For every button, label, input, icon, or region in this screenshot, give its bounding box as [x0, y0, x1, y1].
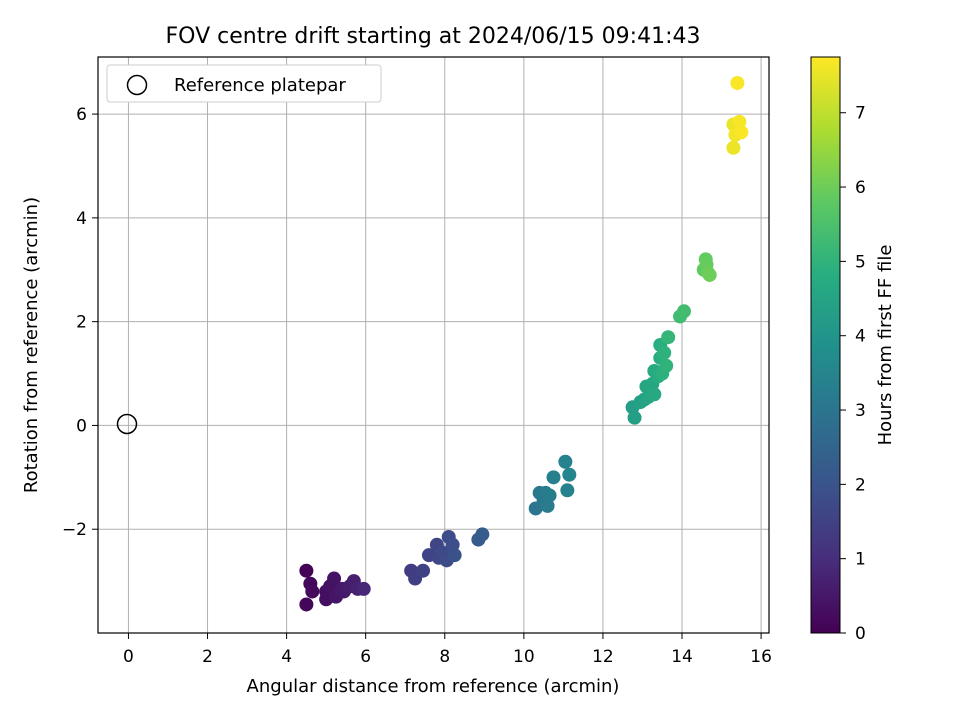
- data-point: [661, 330, 676, 345]
- data-point: [734, 125, 749, 140]
- colorbar-tick-label: 2: [855, 475, 866, 495]
- data-point: [627, 410, 642, 425]
- data-point: [299, 597, 314, 612]
- data-point: [475, 527, 490, 542]
- y-tick-label: 0: [76, 416, 87, 436]
- data-point: [657, 345, 672, 360]
- legend: Reference platepar: [106, 64, 382, 103]
- x-tick-label: 4: [281, 647, 292, 667]
- x-tick-label: 6: [360, 647, 371, 667]
- data-point: [305, 584, 320, 599]
- x-axis-label: Angular distance from reference (arcmin): [247, 676, 620, 697]
- data-point: [299, 563, 314, 578]
- colorbar-label: Hours from first FF file: [875, 245, 896, 446]
- data-point: [726, 140, 741, 155]
- grid-lines: [98, 57, 769, 633]
- data-point: [558, 454, 573, 469]
- legend-reference-marker: [126, 74, 148, 96]
- plot-frame: [97, 56, 770, 634]
- colorbar-tick-label: 1: [855, 550, 866, 570]
- x-tick-label: 2: [202, 647, 213, 667]
- data-point: [659, 358, 674, 373]
- y-tick-label: 6: [76, 105, 87, 125]
- data-point: [416, 563, 431, 578]
- chart-title: FOV centre drift starting at 2024/06/15 …: [166, 24, 701, 49]
- colorbar-tick-label: 3: [855, 401, 866, 421]
- x-tick-label: 10: [513, 647, 535, 667]
- data-point: [676, 304, 691, 319]
- y-tick-label: 4: [76, 209, 87, 229]
- data-point: [540, 498, 555, 513]
- colorbar-tick-label: 6: [855, 178, 866, 198]
- colorbar-tick-label: 7: [855, 104, 866, 124]
- y-tick-label: −2: [62, 520, 87, 540]
- data-point: [356, 581, 371, 596]
- data-points: [299, 75, 749, 612]
- data-point: [546, 470, 561, 485]
- data-point: [732, 114, 747, 129]
- x-tick-label: 16: [750, 647, 772, 667]
- data-point: [542, 488, 557, 503]
- data-point: [702, 267, 717, 282]
- x-tick-label: 12: [592, 647, 614, 667]
- y-axis-label: Rotation from reference (arcmin): [21, 197, 42, 493]
- data-point: [327, 571, 342, 586]
- reference-marker: [116, 413, 138, 435]
- x-tick-label: 14: [671, 647, 693, 667]
- data-point: [730, 75, 745, 90]
- data-point: [447, 548, 462, 563]
- data-point: [647, 387, 662, 402]
- colorbar-tick-label: 4: [855, 327, 866, 347]
- axis-ticks: 0 2 4 6 8 10 12 14 16 −2 0 2 4 6: [62, 105, 772, 667]
- legend-reference-label: Reference platepar: [174, 75, 346, 96]
- legend-box: [106, 64, 382, 103]
- data-point: [562, 467, 577, 482]
- data-point: [560, 483, 575, 498]
- x-tick-label: 8: [439, 647, 450, 667]
- colorbar: [810, 56, 841, 634]
- x-tick-label: 0: [123, 647, 134, 667]
- data-point: [445, 537, 460, 552]
- colorbar-tick-label: 5: [855, 252, 866, 272]
- colorbar-tick-label: 0: [855, 624, 866, 644]
- colorbar-ticks: 0 1 2 3 4 5 6 7: [840, 104, 866, 644]
- y-tick-label: 2: [76, 313, 87, 333]
